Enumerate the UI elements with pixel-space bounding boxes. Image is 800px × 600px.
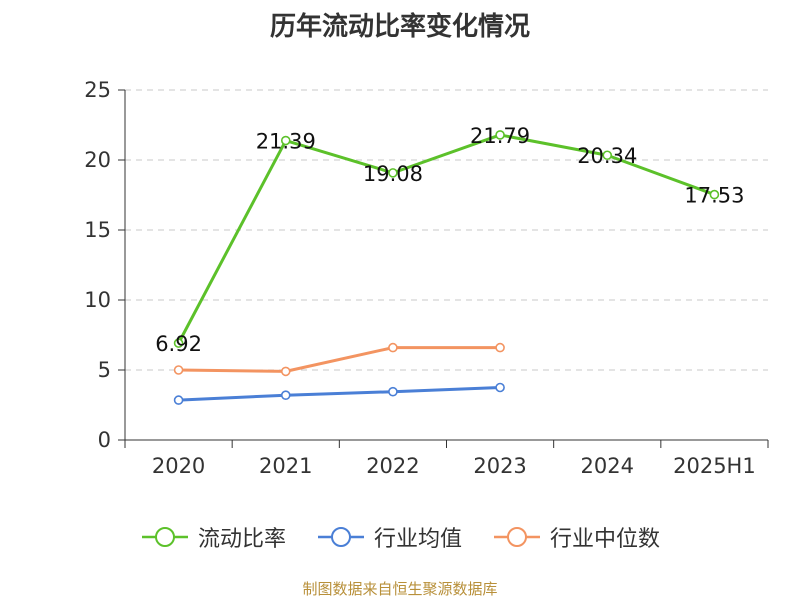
x-tick-label: 2022 [366,454,419,478]
y-tick-label: 5 [98,358,111,382]
legend-item[interactable]: 流动比率 [140,521,286,553]
legend: 流动比率 行业均值 行业中位数 [0,520,800,554]
x-tick-label: 2021 [259,454,312,478]
data-label: 21.79 [470,124,530,148]
data-point [280,135,291,146]
legend-item[interactable]: 行业中位数 [492,521,660,553]
y-tick-label: 0 [98,428,111,452]
data-label: 6.92 [155,332,202,356]
data-label: 17.53 [684,184,744,208]
x-tick-label: 2020 [152,454,205,478]
x-tick-label: 2024 [581,454,634,478]
legend-line-circle-icon [141,527,188,547]
legend-line-circle-icon [317,527,364,547]
grid-lines [125,89,768,371]
y-tick-label: 10 [84,288,111,312]
data-labels: 6.92 21.39 19.08 21.79 20.34 17.53 [155,124,744,356]
y-tick-label: 25 [84,78,111,102]
y-tick-label: 15 [84,218,111,242]
data-point [173,365,184,375]
data-point [280,366,291,377]
data-point [173,395,184,405]
axes: 0 5 10 15 20 25 2020 2021 2022 2023 2024 2025H1 [84,78,769,478]
legend-label: 行业中位数 [550,527,661,552]
y-tick-label: 20 [84,148,111,172]
data-point [173,338,184,348]
data-point [495,130,505,140]
x-tick-label: 2025H1 [673,454,756,478]
x-tick-label: 2023 [473,454,526,478]
series-lines [173,130,720,405]
legend-line-circle-icon [494,527,540,547]
data-point [280,390,291,401]
series-line-0 [177,133,715,344]
data-point [602,150,613,161]
legend-label: 行业均值 [373,527,462,552]
data-label: 20.34 [577,144,637,168]
data-point [495,382,505,393]
data-point [388,386,398,397]
chart-title: 历年流动比率变化情况 [269,12,530,42]
data-label: 19.08 [363,162,423,186]
series-line-2 [178,346,501,373]
data-label: 21.39 [256,130,316,154]
data-point [709,189,720,200]
data-point [388,342,398,353]
legend-label: 流动比率 [197,527,286,552]
series-line-1 [178,386,501,402]
legend-item[interactable]: 行业均值 [316,521,462,553]
data-point [388,168,398,178]
source-footer: 制图数据来自恒生聚源数据库 [302,580,498,598]
data-point [495,342,505,353]
